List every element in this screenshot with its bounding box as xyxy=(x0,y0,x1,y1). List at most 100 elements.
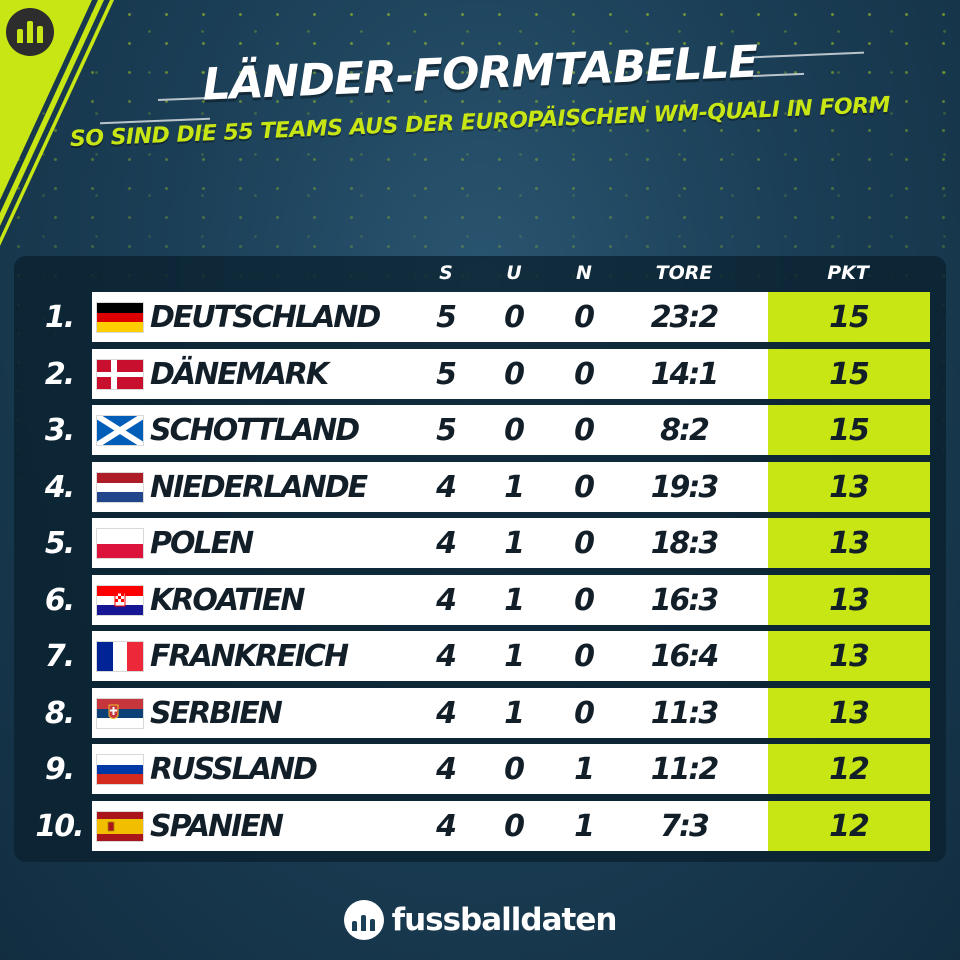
rank-label: 10. xyxy=(35,808,84,844)
flag-spain-icon xyxy=(97,812,143,841)
draws-cell: 0 xyxy=(504,356,525,392)
rank-label: 5. xyxy=(44,525,75,561)
team-name: DÄNEMARK xyxy=(150,356,329,392)
points-cell: 15 xyxy=(768,292,930,342)
table-row: 1. DEUTSCHLAND 5 0 0 23:2 15 xyxy=(26,292,930,342)
draws-cell: 0 xyxy=(504,412,525,448)
rank-label: 2. xyxy=(44,356,75,392)
wins-cell: 5 xyxy=(436,299,457,335)
wins-cell: 4 xyxy=(436,525,457,561)
wins-cell: 4 xyxy=(436,808,457,844)
table-row: 7. FRANKREICH 4 1 0 16:4 13 xyxy=(26,631,930,681)
table-row: 8. SERBIEN 4 1 0 11:3 13 xyxy=(26,688,930,738)
wins-cell: 4 xyxy=(436,582,457,618)
flag-germany-icon xyxy=(97,303,143,332)
losses-cell: 0 xyxy=(574,582,595,618)
losses-cell: 0 xyxy=(574,412,595,448)
bar-chart-icon xyxy=(343,900,384,940)
table-row: 2. DÄNEMARK 5 0 0 14:1 15 xyxy=(26,349,930,399)
corner-logo-icon xyxy=(6,8,54,56)
goals-cell: 23:2 xyxy=(650,299,720,335)
points-cell: 13 xyxy=(768,575,930,625)
rank-label: 9. xyxy=(44,751,75,787)
goals-cell: 11:3 xyxy=(650,695,720,731)
draws-cell: 1 xyxy=(504,582,525,618)
rank-label: 4. xyxy=(44,469,75,505)
goals-cell: 19:3 xyxy=(650,469,720,505)
rank-label: 8. xyxy=(44,695,75,731)
team-name: RUSSLAND xyxy=(150,751,318,787)
goals-cell: 11:2 xyxy=(650,751,720,787)
wins-cell: 5 xyxy=(436,412,457,448)
rank-label: 3. xyxy=(44,412,75,448)
draws-cell: 0 xyxy=(504,808,525,844)
team-name: POLEN xyxy=(150,525,254,561)
wins-cell: 5 xyxy=(436,356,457,392)
goals-cell: 18:3 xyxy=(650,525,720,561)
losses-cell: 0 xyxy=(574,695,595,731)
table-row: 10. SPANIEN 4 0 1 7:3 12 xyxy=(26,801,930,851)
losses-cell: 0 xyxy=(574,638,595,674)
flag-russia-icon xyxy=(97,755,143,784)
losses-cell: 0 xyxy=(574,299,595,335)
table-row: 5. POLEN 4 1 0 18:3 13 xyxy=(26,518,930,568)
wins-cell: 4 xyxy=(436,695,457,731)
goals-cell: 16:3 xyxy=(650,582,720,618)
team-name: SERBIEN xyxy=(150,695,283,731)
team-name: KROATIEN xyxy=(150,582,305,618)
losses-cell: 0 xyxy=(574,469,595,505)
wins-cell: 4 xyxy=(436,638,457,674)
table-row: 4. NIEDERLANDE 4 1 0 19:3 13 xyxy=(26,462,930,512)
points-cell: 15 xyxy=(768,405,930,455)
points-cell: 13 xyxy=(768,688,930,738)
flag-denmark-icon xyxy=(97,360,143,389)
goals-cell: 16:4 xyxy=(650,638,720,674)
goals-cell: 7:3 xyxy=(660,808,710,844)
wins-cell: 4 xyxy=(436,469,457,505)
draws-cell: 1 xyxy=(504,469,525,505)
losses-cell: 1 xyxy=(574,751,595,787)
losses-cell: 0 xyxy=(574,525,595,561)
points-cell: 13 xyxy=(768,631,930,681)
draws-cell: 1 xyxy=(504,638,525,674)
column-header-goals: TORE xyxy=(655,262,713,284)
brand-name: fussballdaten xyxy=(391,902,618,938)
points-cell: 13 xyxy=(768,462,930,512)
points-cell: 12 xyxy=(768,744,930,794)
team-name: SCHOTTLAND xyxy=(150,412,360,448)
draws-cell: 1 xyxy=(504,525,525,561)
table-row: 9. RUSSLAND 4 0 1 11:2 12 xyxy=(26,744,930,794)
rank-label: 6. xyxy=(44,582,75,618)
flag-serbia-icon xyxy=(97,699,143,728)
goals-cell: 8:2 xyxy=(660,412,710,448)
flag-france-icon xyxy=(97,642,143,671)
losses-cell: 1 xyxy=(574,808,595,844)
rank-label: 1. xyxy=(44,299,75,335)
column-header-points: PKT xyxy=(827,262,869,284)
corner-stripes xyxy=(0,0,114,246)
table-row: 6. KROATIEN 4 1 0 16:3 13 xyxy=(26,575,930,625)
team-name: SPANIEN xyxy=(150,808,284,844)
flag-scotland-icon xyxy=(97,416,143,445)
losses-cell: 0 xyxy=(574,356,595,392)
draws-cell: 1 xyxy=(504,695,525,731)
column-header-losses: N xyxy=(576,262,592,284)
goals-cell: 14:1 xyxy=(650,356,720,392)
draws-cell: 0 xyxy=(504,751,525,787)
team-name: NIEDERLANDE xyxy=(150,469,368,505)
wins-cell: 4 xyxy=(436,751,457,787)
team-name: FRANKREICH xyxy=(150,638,349,674)
points-cell: 12 xyxy=(768,801,930,851)
column-header-draws: U xyxy=(506,262,522,284)
flag-croatia-icon xyxy=(97,586,143,615)
draws-cell: 0 xyxy=(504,299,525,335)
points-cell: 15 xyxy=(768,349,930,399)
flag-netherlands-icon xyxy=(97,473,143,502)
flag-poland-icon xyxy=(97,529,143,558)
points-cell: 13 xyxy=(768,518,930,568)
rank-label: 7. xyxy=(44,638,75,674)
table-row: 3. SCHOTTLAND 5 0 0 8:2 15 xyxy=(26,405,930,455)
brand-footer: fussballdaten xyxy=(0,900,960,940)
column-header-wins: S xyxy=(439,262,453,284)
team-name: DEUTSCHLAND xyxy=(150,299,381,335)
